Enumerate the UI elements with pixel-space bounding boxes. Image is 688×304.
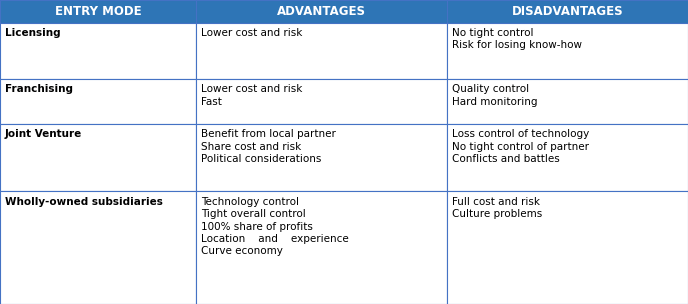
Text: Franchising: Franchising [5, 84, 73, 94]
Bar [0, 192, 196, 304]
Text: ADVANTAGES: ADVANTAGES [277, 5, 366, 18]
Bar [447, 22, 688, 79]
Text: Lower cost and risk
Fast: Lower cost and risk Fast [201, 84, 302, 107]
Bar [0, 0, 196, 22]
Bar [447, 192, 688, 304]
Bar [0, 22, 196, 79]
Text: Loss control of technology
No tight control of partner
Conflicts and battles: Loss control of technology No tight cont… [452, 129, 589, 164]
Bar [0, 124, 196, 192]
Bar [196, 124, 447, 192]
Bar [196, 0, 447, 22]
Text: ENTRY MODE: ENTRY MODE [55, 5, 141, 18]
Bar [0, 79, 196, 124]
Text: Joint Venture: Joint Venture [5, 129, 82, 139]
Text: Full cost and risk
Culture problems: Full cost and risk Culture problems [452, 197, 542, 219]
Text: No tight control
Risk for losing know-how: No tight control Risk for losing know-ho… [452, 28, 582, 50]
Text: Technology control
Tight overall control
100% share of profits
Location    and  : Technology control Tight overall control… [201, 197, 349, 257]
Text: DISADVANTAGES: DISADVANTAGES [512, 5, 623, 18]
Bar [196, 22, 447, 79]
Text: Lower cost and risk: Lower cost and risk [201, 28, 302, 38]
Text: Quality control
Hard monitoring: Quality control Hard monitoring [452, 84, 537, 107]
Bar [447, 79, 688, 124]
Bar [196, 192, 447, 304]
Text: Wholly-owned subsidiaries: Wholly-owned subsidiaries [5, 197, 162, 207]
Bar [447, 0, 688, 22]
Text: Licensing: Licensing [5, 28, 61, 38]
Bar [196, 79, 447, 124]
Bar [447, 124, 688, 192]
Text: Benefit from local partner
Share cost and risk
Political considerations: Benefit from local partner Share cost an… [201, 129, 336, 164]
